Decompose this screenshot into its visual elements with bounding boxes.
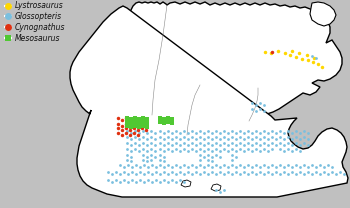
Legend: Lystrosaurus, Glossopteris, Cynognathus, Mesosaurus: Lystrosaurus, Glossopteris, Cynognathus,… xyxy=(4,0,66,45)
Polygon shape xyxy=(211,184,221,191)
Polygon shape xyxy=(90,2,342,150)
Polygon shape xyxy=(181,180,191,187)
Polygon shape xyxy=(310,2,336,26)
Polygon shape xyxy=(70,6,348,197)
